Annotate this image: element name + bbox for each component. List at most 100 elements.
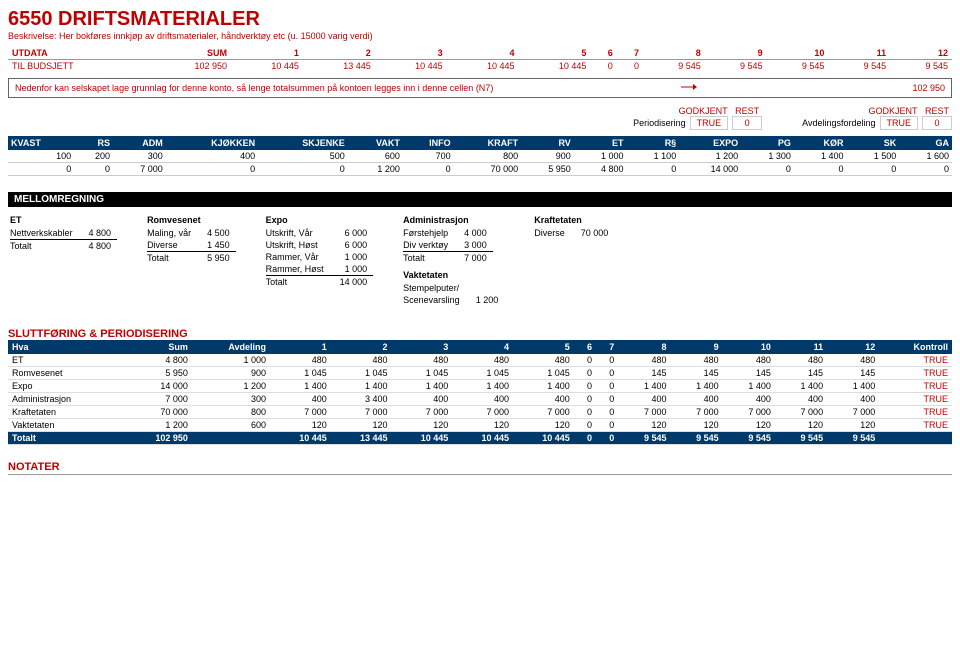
slutt-cell: 480 bbox=[775, 354, 827, 367]
dist-cell: 70 000 bbox=[454, 163, 521, 176]
dist-head: KØR bbox=[794, 136, 847, 150]
slutt-cell: 1 400 bbox=[775, 380, 827, 393]
slutt-cell: 7 000 bbox=[452, 406, 513, 419]
slutt-cell: 120 bbox=[452, 419, 513, 432]
slutt-cell: 70 000 bbox=[123, 406, 192, 419]
notater-title: NOTATER bbox=[8, 461, 952, 475]
slutt-cell: 400 bbox=[723, 393, 775, 406]
slutt-cell: 0 bbox=[596, 354, 618, 367]
dist-cell: 100 bbox=[8, 150, 74, 163]
utdata-cell: 10 445 bbox=[231, 60, 303, 73]
mellom-column: ETNettverkskabler4 800Totalt4 800 bbox=[10, 215, 117, 306]
distribution-table: KVASTRSADMKJØKKENSKJENKEVAKTINFOKRAFTRVE… bbox=[8, 136, 952, 176]
slutt-cell: 1 400 bbox=[392, 380, 453, 393]
slutt-cell: 7 000 bbox=[123, 393, 192, 406]
mellom-total-label: Totalt bbox=[147, 252, 197, 265]
slutt-cell: 400 bbox=[670, 393, 722, 406]
mellom-value: 4 500 bbox=[197, 227, 236, 239]
utdata-cell: 9 545 bbox=[705, 60, 767, 73]
slutt-total-cell: 0 bbox=[574, 432, 596, 445]
slutt-cell: 7 000 bbox=[392, 406, 453, 419]
slutt-cell: 0 bbox=[574, 354, 596, 367]
utdata-cell: 10 445 bbox=[519, 60, 591, 73]
dist-cell: 300 bbox=[113, 150, 166, 163]
dist-cell: 200 bbox=[74, 150, 113, 163]
note-box: Nedenfor kan selskapet lage grunnlag for… bbox=[8, 78, 952, 98]
dist-head: EXPO bbox=[679, 136, 741, 150]
mellom-value: 6 000 bbox=[330, 227, 374, 239]
mellom-column: RomvesenetMaling, vår4 500Diverse1 450To… bbox=[147, 215, 236, 306]
mellom-value: 6 000 bbox=[330, 239, 374, 251]
slutt-cell: TRUE bbox=[879, 419, 952, 432]
dist-cell: 1 300 bbox=[741, 150, 794, 163]
slutt-cell: 0 bbox=[596, 406, 618, 419]
utdata-head: 4 bbox=[447, 47, 519, 60]
slutt-cell: 480 bbox=[670, 354, 722, 367]
slutt-head: 4 bbox=[452, 340, 513, 354]
utdata-cell: 10 445 bbox=[447, 60, 519, 73]
dist-cell: 5 950 bbox=[521, 163, 574, 176]
dist-head: INFO bbox=[403, 136, 454, 150]
note-value: 102 950 bbox=[885, 83, 945, 93]
utdata-cell: 0 bbox=[617, 60, 643, 73]
slutt-cell: 1 400 bbox=[270, 380, 331, 393]
slutt-cell: 480 bbox=[452, 354, 513, 367]
slutt-cell: 120 bbox=[723, 419, 775, 432]
mellom-total-label: Totalt bbox=[266, 276, 330, 289]
slutt-cell: 400 bbox=[618, 393, 670, 406]
slutt-cell: 1 045 bbox=[392, 367, 453, 380]
slutt-cell: 0 bbox=[596, 419, 618, 432]
mellom-value: 70 000 bbox=[571, 227, 615, 239]
slutt-cell: 1 400 bbox=[670, 380, 722, 393]
mellom-value: 1 000 bbox=[330, 263, 374, 276]
utdata-head: 11 bbox=[828, 47, 890, 60]
slutt-cell: 145 bbox=[618, 367, 670, 380]
slutt-cell: Vaktetaten bbox=[8, 419, 123, 432]
slutt-cell: 0 bbox=[596, 393, 618, 406]
dist-head: R§ bbox=[627, 136, 680, 150]
slutt-cell: 5 950 bbox=[123, 367, 192, 380]
mellom-col-head: Vaktetaten bbox=[403, 270, 504, 280]
slutt-head: 11 bbox=[775, 340, 827, 354]
slutt-cell: 1 045 bbox=[331, 367, 392, 380]
mellom-total-label: Totalt bbox=[10, 240, 79, 253]
mellom-total-label: Totalt bbox=[403, 252, 454, 265]
dist-cell: 0 bbox=[847, 163, 900, 176]
slutt-cell: 0 bbox=[574, 367, 596, 380]
slutt-cell: 7 000 bbox=[827, 406, 879, 419]
dist-cell: 400 bbox=[166, 150, 258, 163]
dist-head: KRAFT bbox=[454, 136, 521, 150]
slutt-cell: 1 000 bbox=[192, 354, 270, 367]
mellom-label: Maling, vår bbox=[147, 227, 197, 239]
dist-cell: 1 500 bbox=[847, 150, 900, 163]
mellom-column: AdministrasjonFørstehjelp4 000Div verktø… bbox=[403, 215, 504, 306]
utdata-cell: 9 545 bbox=[890, 60, 952, 73]
mellom-total-value: 4 800 bbox=[79, 240, 118, 253]
mellom-label: Rammer, Vår bbox=[266, 251, 330, 263]
utdata-head: 1 bbox=[231, 47, 303, 60]
slutt-cell: 7 000 bbox=[270, 406, 331, 419]
slutt-head: 3 bbox=[392, 340, 453, 354]
mellom-total-value: 7 000 bbox=[454, 252, 493, 265]
slutt-cell: TRUE bbox=[879, 380, 952, 393]
slutt-cell: 400 bbox=[513, 393, 574, 406]
mellom-col-head: Romvesenet bbox=[147, 215, 236, 225]
dist-cell: 1 600 bbox=[899, 150, 952, 163]
mellom-label: Div verktøy bbox=[403, 239, 454, 252]
utdata-head: 2 bbox=[303, 47, 375, 60]
utdata-head: 3 bbox=[375, 47, 447, 60]
dist-head: SKJENKE bbox=[258, 136, 348, 150]
status-head: GODKJENT bbox=[868, 106, 918, 116]
dist-cell: 0 bbox=[258, 163, 348, 176]
dist-cell: 900 bbox=[521, 150, 574, 163]
mellom-label: Førstehjelp bbox=[403, 227, 454, 239]
slutt-cell: TRUE bbox=[879, 354, 952, 367]
mellom-label: Diverse bbox=[147, 239, 197, 252]
slutt-cell: 7 000 bbox=[513, 406, 574, 419]
slutt-cell: 1 200 bbox=[192, 380, 270, 393]
slutt-total-cell: 9 545 bbox=[670, 432, 722, 445]
note-text: Nedenfor kan selskapet lage grunnlag for… bbox=[15, 83, 493, 93]
slutt-total-cell: Totalt bbox=[8, 432, 123, 445]
slutt-total-cell: 10 445 bbox=[452, 432, 513, 445]
slutt-cell: 480 bbox=[331, 354, 392, 367]
